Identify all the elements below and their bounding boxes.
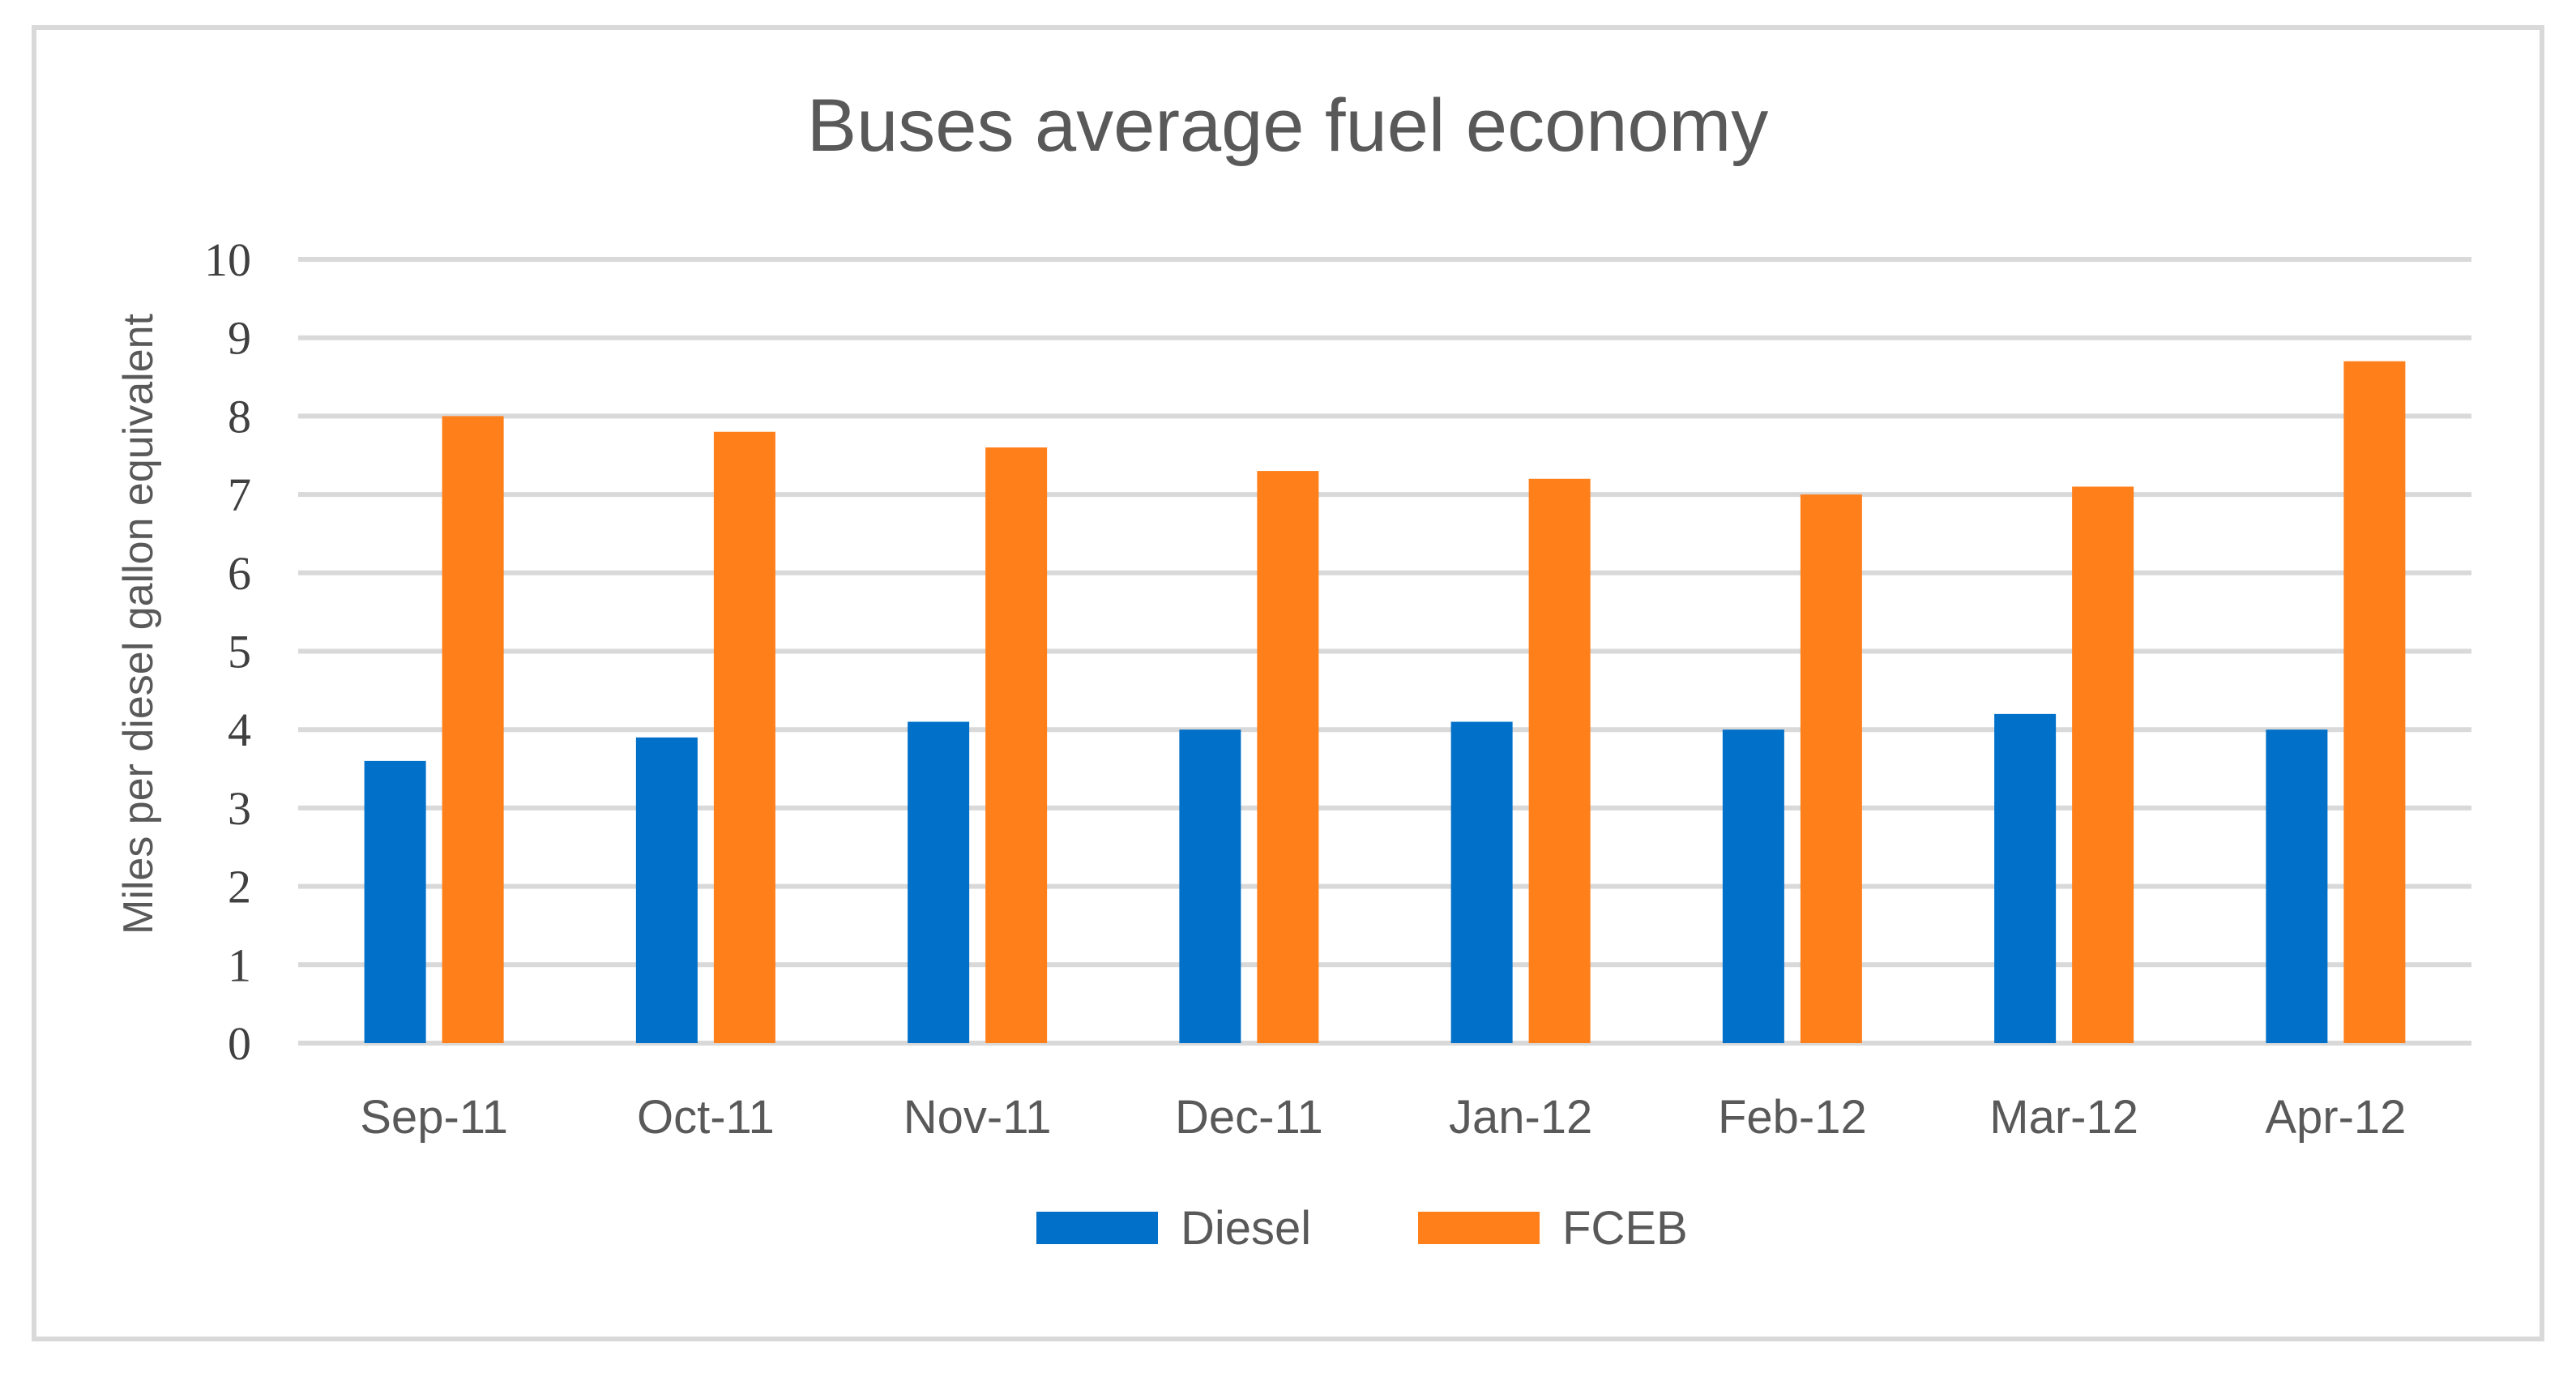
legend-label-fceb: FCEB [1562,1202,1688,1255]
y-tick-label: 1 [228,939,251,991]
bar-diesel-mar-12 [1994,713,2057,1043]
x-tick-label: Nov-11 [904,1091,1052,1144]
bar-fceb-nov-11 [985,447,1048,1043]
x-tick-label: Jan-12 [1449,1091,1592,1144]
bar-diesel-apr-12 [2266,729,2328,1043]
legend-label-diesel: Diesel [1181,1202,1311,1255]
y-tick-label: 0 [228,1017,251,1070]
x-tick-label: Dec-11 [1175,1091,1323,1144]
bar-fceb-mar-12 [2072,486,2134,1043]
y-tick-label: 2 [228,861,251,913]
x-tick-label: Feb-12 [1718,1091,1867,1144]
chart-title: Buses average fuel economy [807,84,1768,167]
x-tick-label: Sep-11 [360,1091,508,1144]
y-tick-label: 10 [204,233,251,286]
x-axis-ticks: Sep-11 Oct-11 Nov-11 Dec-11 Jan-12 Feb-12 Mar-… [360,1091,2406,1144]
legend: Diesel FCEB [1036,1202,1688,1255]
bar-diesel-dec-11 [1179,729,1241,1043]
y-tick-label: 8 [228,390,251,443]
bar-fceb-sep-11 [442,416,504,1043]
bar-diesel-jan-12 [1450,721,1513,1043]
y-tick-label: 6 [228,547,251,600]
bar-fceb-feb-12 [1800,494,1862,1043]
legend-swatch-diesel [1036,1212,1158,1244]
x-tick-label: Oct-11 [637,1091,775,1144]
legend-swatch-fceb [1418,1212,1540,1244]
bar-fceb-jan-12 [1528,478,1591,1043]
y-tick-label: 7 [228,468,251,521]
bars [364,361,2406,1044]
y-tick-label: 3 [228,782,251,835]
y-tick-label: 9 [228,312,251,365]
y-tick-label: 5 [228,626,251,678]
bar-diesel-nov-11 [908,721,970,1043]
bar-fceb-dec-11 [1257,471,1319,1043]
bar-fceb-oct-11 [713,431,775,1043]
y-tick-label: 4 [228,704,251,756]
y-axis-ticks: 0 1 2 3 4 5 6 7 8 9 10 [204,233,251,1070]
x-tick-label: Apr-12 [2265,1091,2406,1144]
bar-diesel-sep-11 [364,760,426,1043]
bar-fceb-apr-12 [2343,361,2406,1044]
y-axis-label: Miles per diesel gallon equivalent [115,313,162,935]
bar-diesel-oct-11 [635,737,698,1043]
x-tick-label: Mar-12 [1989,1091,2138,1144]
bar-diesel-feb-12 [1722,729,1784,1043]
